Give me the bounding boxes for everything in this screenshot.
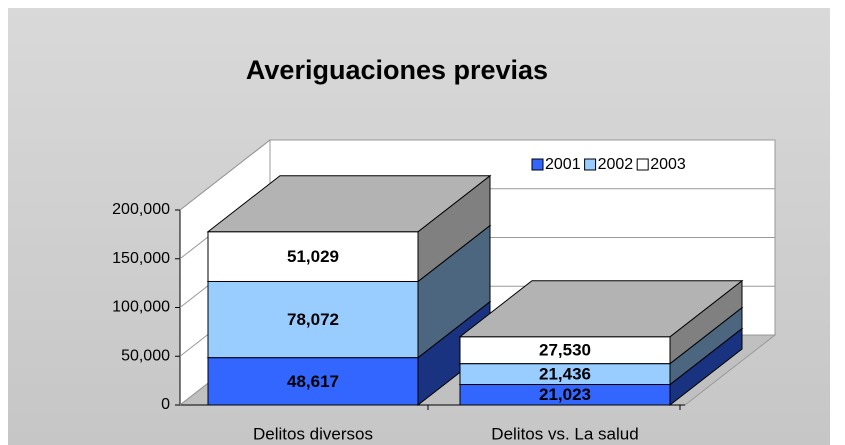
data-label: 27,530: [539, 341, 591, 360]
chart-title: Averiguaciones previas: [246, 55, 548, 85]
y-tick-label: 150,000: [112, 250, 170, 267]
x-tick-label: Delitos diversos: [253, 424, 373, 443]
y-tick-label: 0: [161, 396, 170, 413]
data-label: 51,029: [287, 247, 339, 266]
x-tick-label: Delitos vs. La salud: [491, 424, 638, 443]
legend-swatch: [636, 158, 649, 171]
bar-top: [206, 175, 492, 233]
grid-line: [179, 139, 775, 211]
y-tick-label: 50,000: [121, 347, 170, 364]
legend-swatch: [531, 158, 544, 171]
bar: [459, 336, 671, 365]
bar-top: [458, 280, 744, 338]
data-label: 78,072: [287, 310, 339, 329]
data-label: 21,436: [539, 365, 591, 384]
data-label: 21,023: [539, 385, 591, 404]
legend-label: 2001: [545, 156, 581, 173]
legend-swatch: [584, 158, 597, 171]
y-tick-label: 100,000: [112, 299, 170, 316]
legend-label: 2002: [598, 156, 634, 173]
data-label: 48,617: [287, 372, 339, 391]
bar: [207, 357, 419, 406]
legend-label: 2003: [650, 156, 686, 173]
y-tick-label: 200,000: [112, 201, 170, 218]
bar: [207, 231, 419, 282]
